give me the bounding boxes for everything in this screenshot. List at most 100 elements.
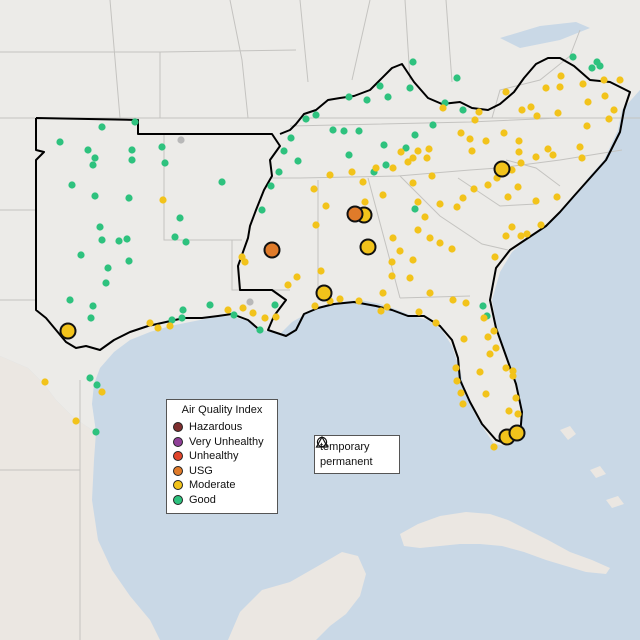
site-good[interactable] xyxy=(125,257,133,265)
site-moderate[interactable] xyxy=(396,247,404,255)
site-good[interactable] xyxy=(131,118,139,126)
site-good[interactable] xyxy=(91,154,99,162)
site-moderate[interactable] xyxy=(459,194,467,202)
site-moderate[interactable] xyxy=(462,299,470,307)
site-good[interactable] xyxy=(345,93,353,101)
site-moderate[interactable] xyxy=(515,137,523,145)
site-good[interactable] xyxy=(384,93,392,101)
site-moderate[interactable] xyxy=(239,304,247,312)
site-good[interactable] xyxy=(89,302,97,310)
site-good[interactable] xyxy=(230,311,238,319)
site-moderate[interactable] xyxy=(579,80,587,88)
site-moderate[interactable] xyxy=(310,185,318,193)
site-moderate[interactable] xyxy=(492,344,500,352)
site-moderate[interactable] xyxy=(600,76,608,84)
site-moderate[interactable] xyxy=(557,72,565,80)
site-moderate[interactable] xyxy=(504,193,512,201)
site-good[interactable] xyxy=(267,182,275,190)
site-moderate[interactable] xyxy=(423,154,431,162)
site-temporary-moderate[interactable] xyxy=(508,424,526,442)
site-moderate[interactable] xyxy=(480,314,488,322)
site-moderate[interactable] xyxy=(98,388,106,396)
site-good[interactable] xyxy=(256,326,264,334)
site-moderate[interactable] xyxy=(317,267,325,275)
site-moderate[interactable] xyxy=(409,154,417,162)
site-moderate[interactable] xyxy=(159,196,167,204)
site-moderate[interactable] xyxy=(452,364,460,372)
site-moderate[interactable] xyxy=(154,324,162,332)
site-moderate[interactable] xyxy=(426,234,434,242)
site-moderate[interactable] xyxy=(436,239,444,247)
site-moderate[interactable] xyxy=(515,148,523,156)
site-moderate[interactable] xyxy=(470,185,478,193)
site-good[interactable] xyxy=(86,374,94,382)
site-moderate[interactable] xyxy=(502,88,510,96)
site-nodata[interactable] xyxy=(246,298,254,306)
site-good[interactable] xyxy=(411,205,419,213)
site-good[interactable] xyxy=(206,301,214,309)
site-moderate[interactable] xyxy=(336,295,344,303)
site-moderate[interactable] xyxy=(448,245,456,253)
site-moderate[interactable] xyxy=(484,181,492,189)
site-good[interactable] xyxy=(89,161,97,169)
site-moderate[interactable] xyxy=(379,191,387,199)
site-moderate[interactable] xyxy=(532,197,540,205)
site-moderate[interactable] xyxy=(576,143,584,151)
site-moderate[interactable] xyxy=(601,92,609,100)
site-moderate[interactable] xyxy=(457,389,465,397)
site-temporary-moderate[interactable] xyxy=(315,284,333,302)
site-moderate[interactable] xyxy=(517,159,525,167)
site-moderate[interactable] xyxy=(404,158,412,166)
site-moderate[interactable] xyxy=(414,198,422,206)
site-good[interactable] xyxy=(312,111,320,119)
site-good[interactable] xyxy=(596,62,604,70)
site-good[interactable] xyxy=(294,157,302,165)
site-moderate[interactable] xyxy=(578,154,586,162)
site-good[interactable] xyxy=(406,84,414,92)
site-good[interactable] xyxy=(569,53,577,61)
site-good[interactable] xyxy=(168,316,176,324)
site-moderate[interactable] xyxy=(372,164,380,172)
site-good[interactable] xyxy=(77,251,85,259)
site-good[interactable] xyxy=(382,161,390,169)
site-moderate[interactable] xyxy=(482,137,490,145)
site-good[interactable] xyxy=(345,151,353,159)
site-good[interactable] xyxy=(429,121,437,129)
site-good[interactable] xyxy=(123,235,131,243)
site-good[interactable] xyxy=(102,279,110,287)
site-moderate[interactable] xyxy=(432,319,440,327)
site-nodata[interactable] xyxy=(177,136,185,144)
site-moderate[interactable] xyxy=(553,193,561,201)
site-moderate[interactable] xyxy=(409,256,417,264)
site-moderate[interactable] xyxy=(527,103,535,111)
site-temporary-moderate[interactable] xyxy=(359,238,377,256)
site-good[interactable] xyxy=(363,96,371,104)
site-moderate[interactable] xyxy=(468,147,476,155)
site-moderate[interactable] xyxy=(486,350,494,358)
site-moderate[interactable] xyxy=(415,308,423,316)
site-good[interactable] xyxy=(161,159,169,167)
site-good[interactable] xyxy=(218,178,226,186)
site-good[interactable] xyxy=(91,192,99,200)
site-good[interactable] xyxy=(329,126,337,134)
site-moderate[interactable] xyxy=(471,116,479,124)
site-good[interactable] xyxy=(179,306,187,314)
site-good[interactable] xyxy=(402,144,410,152)
site-moderate[interactable] xyxy=(523,230,531,238)
site-moderate[interactable] xyxy=(482,390,490,398)
site-good[interactable] xyxy=(56,138,64,146)
site-moderate[interactable] xyxy=(453,377,461,385)
site-good[interactable] xyxy=(280,147,288,155)
site-moderate[interactable] xyxy=(389,164,397,172)
site-moderate[interactable] xyxy=(284,281,292,289)
site-moderate[interactable] xyxy=(532,153,540,161)
site-moderate[interactable] xyxy=(312,221,320,229)
site-moderate[interactable] xyxy=(439,104,447,112)
site-good[interactable] xyxy=(271,301,279,309)
site-moderate[interactable] xyxy=(311,302,319,310)
site-moderate[interactable] xyxy=(272,313,280,321)
site-moderate[interactable] xyxy=(388,258,396,266)
site-good[interactable] xyxy=(158,143,166,151)
site-moderate[interactable] xyxy=(502,232,510,240)
site-moderate[interactable] xyxy=(549,151,557,159)
